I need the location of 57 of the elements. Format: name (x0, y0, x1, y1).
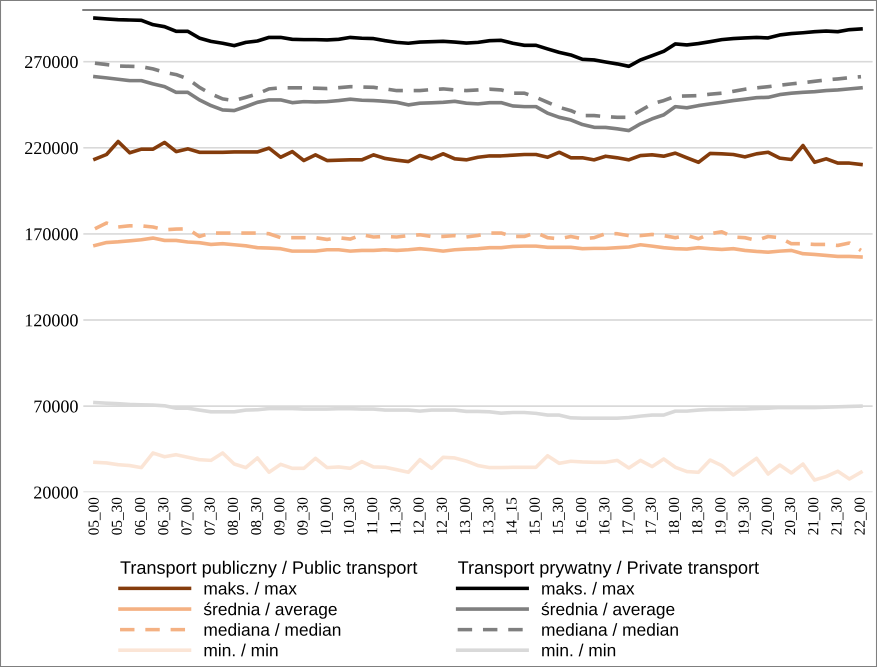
x-tick-label: 11_00 (367, 498, 380, 534)
legend-label: maks. / max (204, 582, 297, 595)
x-tick-label: 21_30 (831, 498, 844, 535)
x-tick-label: 16_00 (576, 498, 588, 534)
x-tick-label: 16_30 (599, 498, 612, 534)
x-tick-label: 15_00 (530, 498, 542, 534)
line-series (93, 236, 863, 259)
line-series (93, 451, 863, 482)
y-tick-label: 120000 (26, 314, 78, 326)
x-tick-label: 15_30 (552, 498, 565, 534)
x-tick-label: 21_00 (808, 498, 820, 535)
x-tick-label: 13_30 (483, 498, 496, 534)
x-tick-label: 08_00 (228, 498, 240, 535)
x-tick-label: 09_30 (297, 498, 310, 535)
y-tick-label: 220000 (25, 142, 78, 154)
x-tick-label: 18_30 (692, 498, 704, 534)
x-tick-label: 13_00 (460, 498, 472, 534)
x-tick-label: 06_30 (158, 498, 170, 535)
x-tick-label: 19_30 (738, 498, 751, 534)
x-tick-label: 18_00 (668, 498, 681, 534)
text: Transport prywatny / Private transport (458, 560, 759, 578)
x-tick-label: 05_30 (112, 498, 124, 535)
y-tick-label: 270000 (25, 56, 78, 68)
x-tick-label: 17_00 (622, 498, 635, 534)
x-tick-label: 06_00 (134, 498, 147, 535)
x-tick-label: 10_30 (344, 498, 356, 534)
x-tick-label: 12_30 (436, 498, 449, 534)
legend-label: min. / min (542, 644, 616, 656)
line-series (93, 61, 863, 120)
line-series (93, 16, 863, 68)
legend-label: średnia / average (542, 602, 674, 619)
x-tick-label: 11_30 (390, 498, 402, 534)
y-tick-label: 170000 (26, 228, 78, 240)
x-tick-label: 20_00 (762, 498, 774, 535)
line-series (93, 140, 863, 166)
x-tick-label: 05_00 (88, 498, 101, 535)
legend-label: mediana / median (542, 623, 678, 636)
x-tick-label: 14_15 (506, 498, 518, 534)
text: Transport publiczny / Public transport (120, 560, 418, 578)
x-tick-label: 20_30 (784, 498, 798, 535)
x-tick-label: 09_00 (274, 498, 286, 535)
x-tick-label: 07_30 (204, 498, 217, 535)
x-tick-label: 19_00 (715, 498, 728, 534)
x-tick-label: 17_30 (646, 498, 658, 534)
x-tick-label: 10_00 (320, 498, 333, 534)
x-tick-label: 07_00 (181, 498, 194, 535)
line-series (93, 74, 863, 132)
legend-label: min. / min (204, 644, 278, 656)
legend-label: mediana / median (204, 623, 340, 636)
x-tick-label: 12_00 (413, 498, 426, 534)
legend-label: średnia / average (204, 602, 337, 619)
x-tick-label: 22_00 (854, 498, 867, 535)
line-series (93, 221, 863, 252)
y-tick-label: 20000 (34, 486, 78, 499)
x-tick-label: 08_30 (250, 498, 264, 535)
legend-label: maks. / max (542, 582, 634, 595)
y-tick-label: 70000 (34, 400, 78, 413)
